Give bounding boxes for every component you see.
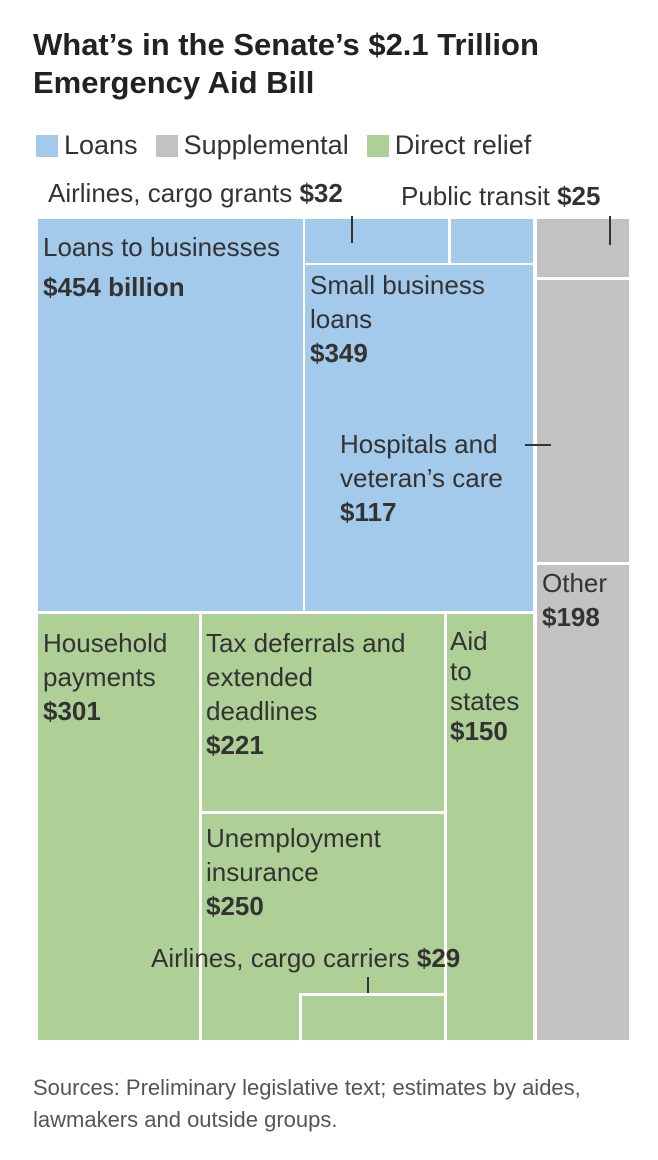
callout-airlines-grants-name: Airlines, cargo grants <box>48 178 293 208</box>
callout-airlines-carriers-value: $29 <box>416 943 461 973</box>
callout-airlines-carriers-name: Airlines, cargo carriers <box>151 943 410 973</box>
label-loans-to-businesses: Loans to businesses $454 billion <box>43 230 280 304</box>
tile-small-business-loans <box>305 265 533 611</box>
label-hospitals-name-2: veteran’s care <box>340 463 503 493</box>
legend-swatch-supplemental <box>155 134 178 157</box>
label-hospitals: Hospitals and veteran’s care $117 <box>340 427 503 529</box>
leader-hospitals <box>525 444 551 446</box>
callout-airlines-grants-value: $32 <box>299 178 343 208</box>
leader-public-transit <box>609 216 611 245</box>
label-household-name-2: payments <box>43 662 156 692</box>
legend-item-supplemental: Supplemental <box>155 130 349 161</box>
callout-airlines-cargo-grants: Airlines, cargo grants $32 <box>48 178 343 209</box>
label-unemployment-name-2: insurance <box>206 857 319 887</box>
label-unemployment-insurance: Unemployment insurance $250 <box>206 821 381 923</box>
label-loans-to-businesses-value: $454 billion <box>43 272 185 302</box>
tile-airlines-cargo-grants <box>305 219 448 263</box>
tile-loans-small-sliver <box>451 219 533 263</box>
legend-item-loans: Loans <box>36 130 138 161</box>
callout-public-transit: Public transit $25 <box>401 181 600 212</box>
callout-public-transit-name: Public transit <box>401 181 550 211</box>
tile-household-payments <box>38 614 199 1040</box>
callout-public-transit-value: $25 <box>557 181 601 211</box>
label-tax-name-1: Tax deferrals and <box>206 628 406 658</box>
label-other: Other $198 <box>542 566 607 634</box>
label-tax-deferrals: Tax deferrals and extended deadlines $22… <box>206 626 405 762</box>
label-small-business-name-2: loans <box>310 304 373 334</box>
label-tax-name-3: deadlines <box>206 696 318 726</box>
legend-item-direct-relief: Direct relief <box>366 130 532 161</box>
legend-swatch-loans <box>36 134 58 157</box>
label-small-business-loans: Small business loans $349 <box>310 268 485 370</box>
label-tax-name-2: extended <box>206 662 313 692</box>
label-tax-value: $221 <box>206 730 264 760</box>
label-household-payments: Household payments $301 <box>43 626 167 728</box>
tile-public-transit <box>537 219 629 277</box>
label-hospitals-name-1: Hospitals and <box>340 429 498 459</box>
tile-aid-to-states <box>447 614 533 1040</box>
legend-swatch-direct-relief <box>366 134 389 157</box>
tile-airlines-cargo-carriers <box>299 993 444 1040</box>
label-unemployment-name-1: Unemployment <box>206 823 381 853</box>
source-note: Sources: Preliminary legislative text; e… <box>33 1075 581 1132</box>
label-loans-to-businesses-name: Loans to businesses <box>43 232 281 262</box>
label-household-name-1: Household <box>43 628 168 658</box>
label-small-business-name-1: Small business <box>310 270 485 300</box>
legend-label-loans: Loans <box>64 130 138 160</box>
label-aid-name-1: Aid <box>450 626 488 656</box>
tile-loans-to-businesses <box>38 219 303 611</box>
leader-airlines-cargo-carriers <box>367 977 369 993</box>
tile-tax-deferrals <box>202 614 444 811</box>
label-other-name: Other <box>542 568 608 598</box>
tile-other <box>537 565 629 1040</box>
label-unemployment-value: $250 <box>206 891 264 921</box>
tile-hospitals-veterans-care <box>537 280 629 562</box>
chart-title: What’s in the Senate’s $2.1 Trillion Eme… <box>33 27 539 100</box>
legend-label-supplemental: Supplemental <box>183 130 349 160</box>
label-household-value: $301 <box>43 696 101 726</box>
label-other-value: $198 <box>542 602 600 632</box>
leader-airlines-cargo-grants <box>351 216 353 243</box>
callout-airlines-cargo-carriers: Airlines, cargo carriers $29 <box>151 943 460 974</box>
label-aid-name-3: states <box>450 686 520 716</box>
label-aid-value: $150 <box>450 716 508 746</box>
legend-label-direct-relief: Direct relief <box>394 130 532 160</box>
label-hospitals-value: $117 <box>340 497 397 527</box>
label-aid-to-states: Aid to states $150 <box>450 626 519 746</box>
legend: Loans Supplemental Direct relief <box>36 130 549 161</box>
label-small-business-value: $349 <box>310 338 368 368</box>
label-aid-name-2: to <box>450 656 472 686</box>
